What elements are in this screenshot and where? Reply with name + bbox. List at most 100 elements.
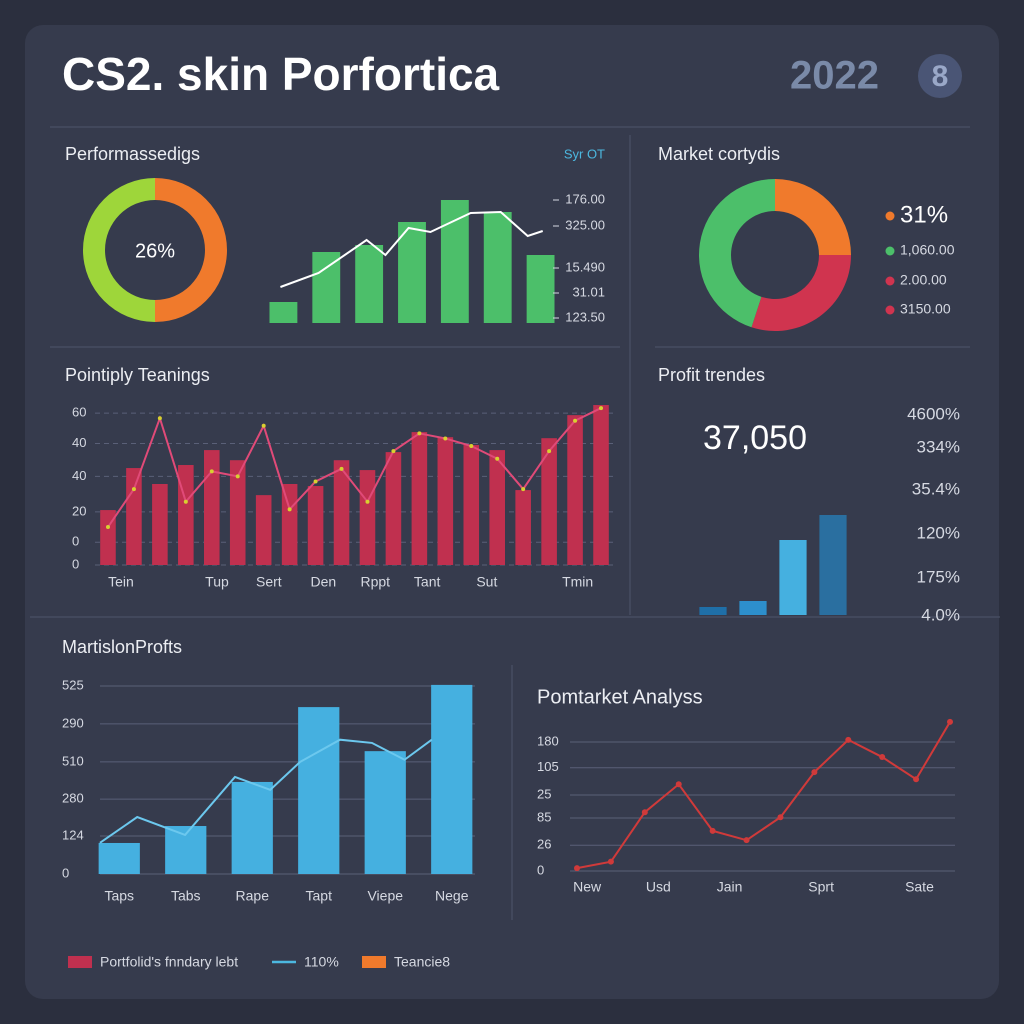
- bar: [431, 684, 473, 874]
- y-tick-label: 510: [62, 753, 84, 768]
- x-tick-label: Sut: [476, 574, 497, 590]
- x-tick-label: Tant: [414, 574, 441, 590]
- bar: [440, 200, 469, 323]
- line-point: [913, 776, 920, 783]
- annotation: 35.4%: [912, 479, 960, 498]
- bar: [779, 540, 807, 615]
- bar: [739, 601, 767, 615]
- legend-label: Portfolid's fnndary lebt: [100, 954, 238, 970]
- annotation: 175%: [917, 567, 960, 586]
- y-tick-label: 180: [537, 733, 559, 748]
- bar: [231, 781, 273, 874]
- x-tick-label: New: [573, 879, 602, 895]
- legend-dot: [885, 211, 895, 221]
- legend-dot: [885, 246, 895, 256]
- bar: [699, 607, 727, 615]
- line-point: [547, 449, 552, 454]
- center-label: 26%: [135, 240, 175, 262]
- y-tick-label: 26: [537, 837, 551, 852]
- x-tick-label: Tup: [205, 574, 229, 590]
- annotation: 15.490: [565, 259, 605, 274]
- bar: [312, 252, 341, 323]
- legend-swatch: [362, 956, 386, 968]
- pie-segment: [751, 255, 851, 331]
- bar: [385, 452, 402, 565]
- y-tick-label: 290: [62, 715, 84, 730]
- bar: [411, 432, 428, 565]
- line: [280, 210, 544, 288]
- x-tick-label: Sert: [256, 574, 282, 590]
- line-point: [261, 423, 266, 428]
- line-point: [391, 449, 396, 454]
- y-tick-label: 20: [72, 503, 86, 518]
- legend-label: Teancie8: [394, 954, 450, 970]
- dashboard-title: CS2. skin Porfortica: [62, 48, 500, 100]
- line: [107, 407, 602, 528]
- bar: [398, 222, 426, 323]
- annotation: 176.00: [565, 191, 605, 206]
- line-point: [607, 858, 614, 865]
- bar: [483, 212, 512, 323]
- y-tick-label: 0: [72, 556, 79, 571]
- line-point: [443, 436, 448, 441]
- line: [99, 738, 433, 844]
- x-tick-label: Tabs: [171, 888, 201, 904]
- panel-title: Pointiply Teanings: [65, 365, 210, 385]
- y-tick-label: 0: [62, 865, 69, 880]
- line-point: [573, 418, 578, 423]
- legend-label: 3150.00: [900, 301, 951, 317]
- bar: [100, 510, 116, 565]
- y-tick-label: 40: [72, 468, 86, 483]
- panel-title: Pomtarket Analyss: [537, 686, 703, 708]
- y-tick-label: 525: [62, 677, 84, 692]
- line-point: [339, 466, 344, 471]
- bar: [567, 415, 583, 565]
- bar: [98, 842, 140, 874]
- line-point: [157, 416, 162, 421]
- x-tick-label: Tein: [108, 574, 134, 590]
- bar: [152, 484, 168, 565]
- line-point: [777, 814, 784, 821]
- line-point: [675, 781, 682, 788]
- bar: [178, 465, 194, 565]
- bar: [359, 470, 376, 565]
- pie-segment: [699, 179, 775, 328]
- line-point: [574, 865, 580, 872]
- line-point: [811, 769, 818, 776]
- legend-label: 1,060.00: [900, 242, 955, 258]
- line-point: [209, 469, 214, 474]
- line-point: [313, 479, 318, 484]
- bar: [281, 484, 298, 565]
- bar: [355, 245, 384, 323]
- bar: [364, 751, 406, 874]
- y-tick-label: 280: [62, 791, 84, 806]
- bar: [437, 437, 454, 565]
- legend-dot: [885, 305, 895, 315]
- x-tick-label: Rape: [236, 888, 270, 904]
- line-point: [131, 487, 136, 492]
- annotation: 120%: [917, 523, 960, 542]
- y-tick-label: 0: [537, 862, 544, 877]
- line-point: [947, 718, 953, 725]
- y-tick-label: 85: [537, 809, 551, 824]
- bar: [126, 468, 142, 565]
- x-tick-label: Rppt: [360, 574, 390, 590]
- bar: [489, 450, 506, 565]
- x-tick-label: Tapt: [306, 888, 333, 904]
- x-tick-label: Den: [311, 574, 337, 590]
- badge-text: 8: [932, 60, 949, 93]
- bar: [526, 255, 555, 323]
- x-tick-label: Sprt: [808, 879, 834, 895]
- y-tick-label: 105: [537, 759, 559, 774]
- line-point: [469, 444, 474, 449]
- annotation: 123.50: [565, 309, 605, 324]
- bar: [269, 302, 298, 323]
- panel-title: Profit trendes: [658, 365, 765, 385]
- year: 2022: [790, 54, 879, 98]
- bar: [333, 460, 350, 565]
- line-point: [183, 499, 188, 504]
- x-tick-label: Taps: [104, 888, 134, 904]
- line-point: [743, 837, 750, 844]
- line-point: [235, 474, 240, 479]
